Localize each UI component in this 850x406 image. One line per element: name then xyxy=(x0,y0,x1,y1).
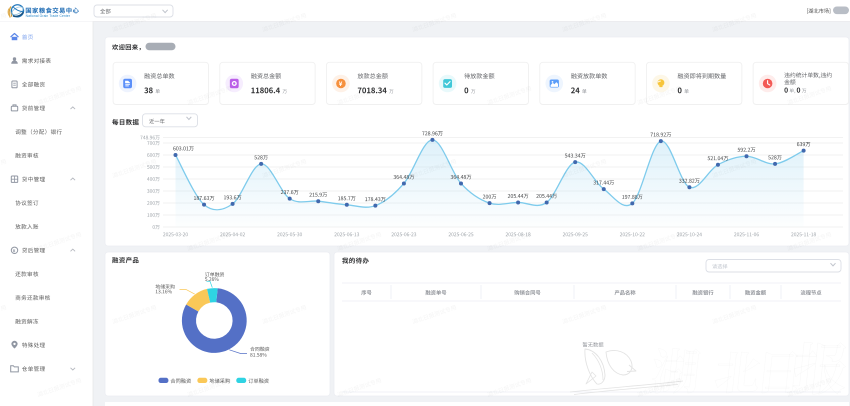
svg-text:National Grain Trade Center: National Grain Trade Center xyxy=(26,14,71,18)
